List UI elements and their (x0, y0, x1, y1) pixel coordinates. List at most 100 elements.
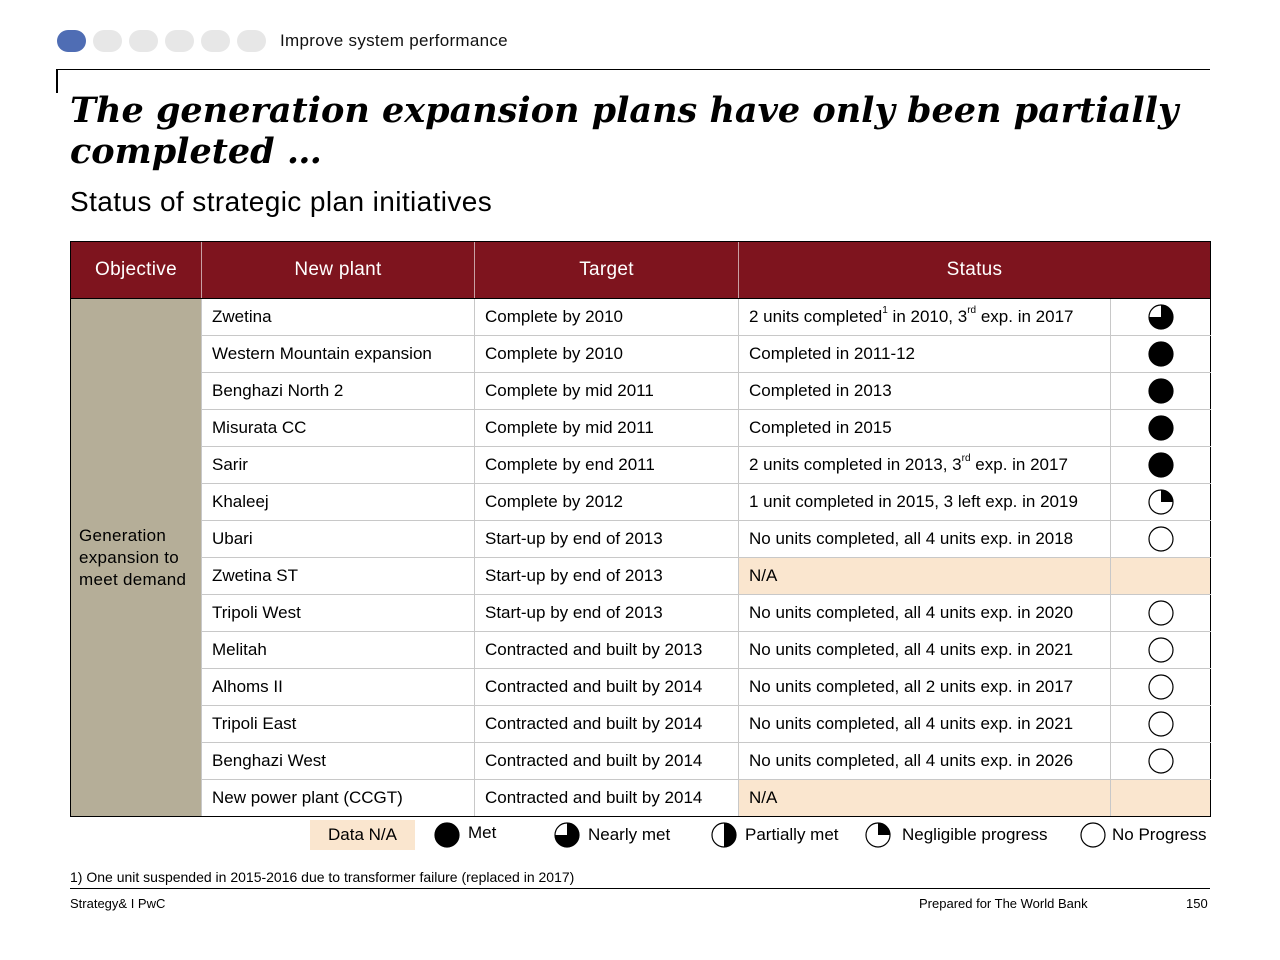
tracker-step-1 (57, 30, 86, 52)
plant-cell: Melitah (201, 631, 475, 669)
tracker-step-2 (93, 30, 122, 52)
footer-brand: Strategy& I PwC (70, 896, 166, 911)
negligible-progress-icon (865, 822, 891, 848)
target-cell: Complete by 2012 (474, 483, 739, 521)
legend-label: Negligible progress (902, 825, 1048, 844)
target-cell: Complete by 2010 (474, 298, 739, 336)
status-text: 2 units completed in 2013, 3 (749, 455, 962, 474)
plant-cell: Western Mountain expansion (201, 335, 475, 373)
target-cell: Contracted and built by 2014 (474, 779, 739, 817)
rating-cell (1109, 557, 1212, 595)
partially-met-icon (711, 822, 737, 848)
plant-cell: Sarir (201, 446, 475, 484)
plant-cell: Misurata CC (201, 409, 475, 447)
legend: Data N/A Met Nearly met Partially met Ne… (0, 818, 1280, 852)
status-cell: No units completed, all 2 units exp. in … (738, 668, 1111, 706)
status-text: 2 units completed (749, 307, 883, 326)
met-icon (1147, 378, 1174, 404)
status-text: Completed in 2015 (749, 418, 892, 437)
target-cell: Complete by mid 2011 (474, 409, 739, 447)
target-cell: Start-up by end of 2013 (474, 520, 739, 558)
status-text: N/A (749, 566, 778, 585)
column-header-status: Status (737, 241, 1212, 299)
status-superscript: rd (967, 305, 977, 316)
status-text: Completed in 2011-12 (749, 344, 916, 363)
target-cell: Contracted and built by 2013 (474, 631, 739, 669)
table-row: Sarir Complete by end 2011 2 units complet… (71, 446, 1212, 484)
header-rule (56, 69, 1210, 70)
tracker-step-3 (129, 30, 158, 52)
status-text: N/A (749, 788, 778, 807)
met-icon (434, 822, 460, 848)
status-cell: No units completed, all 4 units exp. in … (738, 520, 1111, 558)
column-header-objective: Objective (70, 241, 202, 299)
rating-cell (1109, 298, 1212, 336)
table-row: Alhoms II Contracted and built by 2014 No … (71, 668, 1212, 706)
met-icon (1147, 341, 1174, 367)
rating-cell (1109, 779, 1212, 817)
tracker-step-5 (201, 30, 230, 52)
table-row: Misurata CC Complete by mid 2011 Completed… (71, 409, 1212, 447)
rating-cell (1109, 483, 1212, 521)
footer-rule (70, 888, 1210, 889)
status-text: No units completed, all 4 units exp. in … (749, 714, 1074, 733)
table-row: Benghazi West Contracted and built by 201… (71, 742, 1212, 780)
legend-label: No Progress (1112, 825, 1207, 844)
rating-cell (1109, 446, 1212, 484)
status-text: No units completed, all 4 units exp. in … (749, 640, 1074, 659)
negligible-progress-icon (1147, 489, 1174, 515)
plant-cell: Zwetina (201, 298, 475, 336)
plant-cell: Ubari (201, 520, 475, 558)
legend-label: Met (468, 823, 497, 842)
status-cell: N/A (738, 557, 1111, 595)
rating-cell (1109, 742, 1212, 780)
page-title: The generation expansion plans have only… (70, 90, 1179, 172)
status-cell: 2 units completed1 in 2010, 3rd exp. in … (738, 298, 1111, 336)
target-cell: Contracted and built by 2014 (474, 668, 739, 706)
no-progress-icon (1147, 526, 1174, 552)
plant-cell: Zwetina ST (201, 557, 475, 595)
legend-item-met: Met (434, 820, 496, 850)
initiatives-table: Objective New plant Target Status Genera… (70, 241, 1212, 817)
met-icon (1147, 452, 1174, 478)
status-cell: 1 unit completed in 2015, 3 left exp. in… (738, 483, 1111, 521)
rating-cell (1109, 372, 1212, 410)
no-progress-icon (1147, 748, 1174, 774)
table-row: Khaleej Complete by 2012 1 unit completed … (71, 483, 1212, 521)
table-body: Generation expansion to meet demand Zweti… (70, 298, 1212, 817)
rating-cell (1109, 520, 1212, 558)
status-superscript: 1 (882, 305, 888, 316)
rating-cell (1109, 668, 1212, 706)
status-text: No units completed, all 2 units exp. in … (749, 677, 1074, 696)
progress-tracker (57, 29, 273, 53)
column-header-target: Target (474, 241, 739, 299)
section-label: Improve system performance (280, 31, 508, 50)
status-cell: No units completed, all 4 units exp. in … (738, 594, 1111, 632)
page-number: 150 (1186, 896, 1208, 911)
target-cell: Contracted and built by 2014 (474, 705, 739, 743)
table-row: Ubari Start-up by end of 2013 No units com… (71, 520, 1212, 558)
table-row: Zwetina ST Start-up by end of 2013 N/A (71, 557, 1212, 595)
no-progress-icon (1147, 637, 1174, 663)
plant-cell: Tripoli East (201, 705, 475, 743)
plant-cell: Khaleej (201, 483, 475, 521)
legend-item-negligible-progress: Negligible progress (865, 820, 1048, 850)
header-rule-tick (56, 69, 58, 93)
table-row: New power plant (CCGT) Contracted and bui… (71, 779, 1212, 817)
table-row: Generation expansion to meet demand Zweti… (70, 298, 1212, 817)
status-cell: N/A (738, 779, 1111, 817)
target-cell: Start-up by end of 2013 (474, 557, 739, 595)
status-text: No units completed, all 4 units exp. in … (749, 751, 1074, 770)
plant-cell: Tripoli West (201, 594, 475, 632)
table-row: Melitah Contracted and built by 2013 No un… (71, 631, 1212, 669)
status-text: No units completed, all 4 units exp. in … (749, 529, 1074, 548)
target-cell: Start-up by end of 2013 (474, 594, 739, 632)
plant-cell: Benghazi West (201, 742, 475, 780)
legend-item-no-progress: No Progress (1080, 820, 1206, 850)
footnote: 1) One unit suspended in 2015-2016 due t… (70, 869, 575, 885)
status-cell: Completed in 2015 (738, 409, 1111, 447)
rating-cell (1109, 631, 1212, 669)
status-text: in 2010, 3 (887, 307, 968, 326)
status-text: exp. in 2017 (976, 307, 1074, 326)
status-cell: Completed in 2011-12 (738, 335, 1111, 373)
